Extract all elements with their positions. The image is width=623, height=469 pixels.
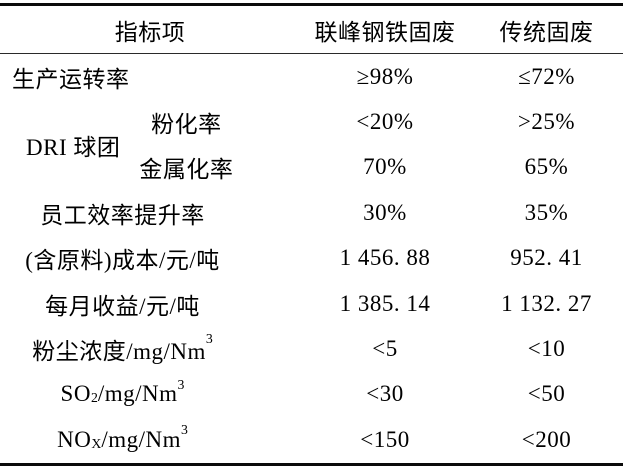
row-nox-traditional-value: <200 bbox=[521, 426, 572, 452]
row-cost-lianfeng-value: 1 456. 88 bbox=[339, 245, 431, 271]
header-lianfeng-solid-waste: 联峰钢铁固废 bbox=[300, 6, 470, 54]
row-staff-efficiency-traditional-value: 35% bbox=[524, 199, 569, 225]
row-so2-traditional-value: <50 bbox=[527, 381, 566, 407]
pulverization-rate-traditional-value: >25% bbox=[517, 109, 576, 135]
dri-pellet-group-label: DRI 球团 bbox=[26, 134, 121, 160]
row-monthly-income-traditional-value: 1 132. 27 bbox=[501, 290, 592, 316]
dri-pellet-sub-labels: 粉化率 金属化率 bbox=[120, 99, 252, 190]
row-nox-label: NO X/mg/Nm 3 bbox=[57, 422, 188, 452]
row-operation-rate-lianfeng-value: ≥98% bbox=[356, 63, 414, 89]
row-cost-label: (含原料)成本/元/吨 bbox=[25, 248, 220, 274]
row-cost-traditional-value: 952. 41 bbox=[510, 245, 583, 271]
pulverization-rate-lianfeng-value: <20% bbox=[356, 109, 414, 135]
row-monthly-income-label: 每月收益/元/吨 bbox=[45, 293, 200, 319]
row-so2-lianfeng-value: <30 bbox=[366, 381, 404, 407]
metallization-rate-lianfeng-value: 70% bbox=[363, 154, 407, 180]
dri-pellet-group-cell: DRI 球团 粉化率 金属化率 bbox=[0, 99, 300, 190]
metallization-rate-traditional-value: 65% bbox=[524, 154, 569, 180]
pulverization-rate-label: 粉化率 bbox=[151, 112, 222, 138]
row-dust-concentration-lianfeng-value: <5 bbox=[372, 336, 398, 362]
row-staff-efficiency-lianfeng-value: 30% bbox=[363, 199, 407, 225]
row-dust-concentration-traditional-value: <10 bbox=[527, 336, 566, 362]
row-nox-lianfeng-value: <150 bbox=[360, 426, 410, 452]
row-operation-rate-label: 生产运转率 bbox=[12, 66, 130, 92]
metallization-rate-label: 金属化率 bbox=[139, 157, 234, 183]
dri-cell-spacer bbox=[252, 99, 300, 190]
row-operation-rate-traditional-value: ≤72% bbox=[518, 63, 575, 89]
row-staff-efficiency-label: 员工效率提升率 bbox=[40, 202, 205, 228]
row-dust-concentration-label: 粉尘浓度/mg/Nm 3 bbox=[32, 331, 213, 365]
comparison-table: 指标项 联峰钢铁固废 传统固废 生产运转率 ≥98% ≤72% DRI 球团 粉… bbox=[0, 3, 623, 466]
header-indicator: 指标项 bbox=[0, 6, 300, 54]
header-traditional-solid-waste: 传统固废 bbox=[470, 6, 623, 54]
row-monthly-income-lianfeng-value: 1 385. 14 bbox=[339, 290, 431, 316]
row-so2-label: SO 2/mg/Nm 3 bbox=[60, 376, 185, 407]
